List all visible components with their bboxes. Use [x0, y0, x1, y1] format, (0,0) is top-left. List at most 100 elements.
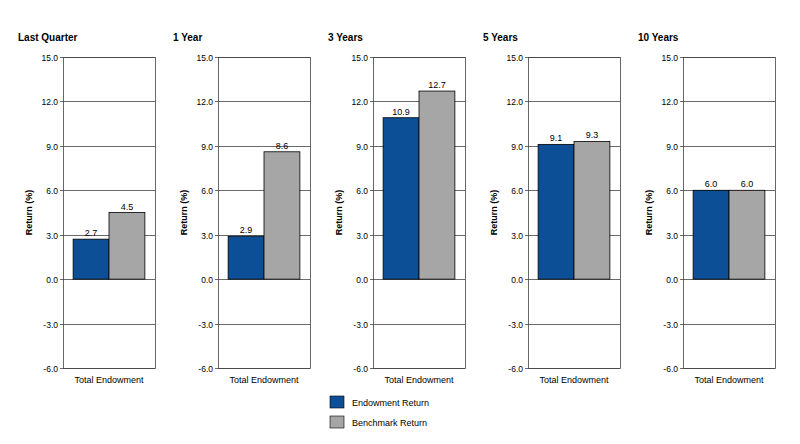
y-tick: [60, 324, 63, 325]
y-tick: [60, 146, 63, 147]
y-axis-label: Return (%): [644, 190, 654, 236]
data-labels: 9.1 9.3: [550, 130, 598, 143]
y-tick: [680, 235, 683, 236]
y-tick: [370, 101, 373, 102]
y-tick-label: -6.0: [663, 364, 678, 374]
y-tick: [370, 146, 373, 147]
bar: [419, 91, 455, 279]
bar: [693, 190, 729, 279]
grid-line: [528, 324, 620, 325]
y-tick-label: -6.0: [198, 364, 213, 374]
y-tick: [525, 101, 528, 102]
data-label: 9.1: [550, 133, 563, 143]
grid-line: [683, 101, 775, 102]
y-tick: [370, 368, 373, 369]
bar: [538, 144, 574, 279]
y-tick-label: -3.0: [353, 320, 368, 330]
y-tick-label: 3.0: [511, 231, 523, 241]
y-tick: [370, 279, 373, 280]
chart-title: 1 Year: [173, 32, 202, 43]
bar: [574, 141, 610, 279]
data-label: 2.9: [240, 225, 253, 235]
legend-label: Benchmark Return: [352, 418, 427, 428]
legend-swatch: [330, 416, 344, 428]
data-label: 4.5: [121, 202, 134, 212]
data-labels: 10.912.7: [392, 80, 445, 117]
bar: [729, 190, 765, 279]
y-tick-label: -3.0: [663, 320, 678, 330]
y-tick-label: 3.0: [201, 231, 213, 241]
x-tick-label: Total Endowment: [694, 375, 764, 385]
y-tick-label: 0.0: [46, 275, 58, 285]
y-tick-label: -6.0: [353, 364, 368, 374]
chart-panel: 1 YearReturn (%)-6.0-3.00.03.06.09.012.0…: [173, 32, 311, 385]
grid-line: [683, 146, 775, 147]
figure: Last Quarter Return (%) -6.0 -3.0 0.0 3.0 6.0 9…: [0, 0, 800, 444]
y-tick-label: 12.0: [351, 97, 368, 107]
y-axis-label: Return (%): [179, 190, 189, 236]
data-label: 9.3: [586, 130, 599, 140]
data-label: 12.7: [428, 80, 446, 90]
y-tick: [60, 235, 63, 236]
y-tick-label: 6.0: [356, 186, 368, 196]
bars: [228, 152, 300, 279]
data-labels: 2.9 8.6: [240, 141, 288, 235]
x-tick-label: Total Endowment: [74, 375, 144, 385]
y-tick: [525, 279, 528, 280]
y-tick: [680, 57, 683, 58]
y-tick-label: 9.0: [201, 142, 213, 152]
y-tick: [525, 57, 528, 58]
y-tick-label: 15.0: [661, 53, 678, 63]
plot-frame: [219, 58, 311, 369]
y-tick-label: 6.0: [46, 186, 58, 196]
bars: [693, 190, 765, 279]
chart-title: Last Quarter: [18, 32, 78, 43]
y-tick: [215, 368, 218, 369]
y-tick-label: 6.0: [511, 186, 523, 196]
data-label: 8.6: [276, 141, 289, 151]
y-tick: [680, 279, 683, 280]
y-tick: [680, 324, 683, 325]
grid-line: [63, 146, 155, 147]
y-tick-label: -3.0: [198, 320, 213, 330]
y-tick-label: 3.0: [666, 231, 678, 241]
y-tick-label: 3.0: [356, 231, 368, 241]
y-tick: [525, 324, 528, 325]
bar: [109, 213, 145, 280]
bars: [73, 213, 145, 280]
x-tick-label: Total Endowment: [384, 375, 454, 385]
bar: [383, 118, 419, 279]
y-tick-label: -3.0: [43, 320, 58, 330]
grid-line: [63, 324, 155, 325]
chart-panel: Last QuarterReturn (%)-6.0-3.00.03.06.09…: [18, 32, 156, 385]
chart-panel: 5 YearsReturn (%)-6.0-3.00.03.06.09.012.…: [483, 32, 621, 385]
y-tick: [60, 279, 63, 280]
y-tick-label: 15.0: [196, 53, 213, 63]
bars: [383, 91, 455, 279]
y-tick: [525, 146, 528, 147]
y-tick-label: 9.0: [666, 142, 678, 152]
bar: [228, 236, 264, 279]
grid-line: [63, 190, 155, 191]
y-tick: [215, 279, 218, 280]
y-tick-label: 15.0: [41, 53, 58, 63]
y-tick: [215, 101, 218, 102]
y-tick: [525, 368, 528, 369]
y-tick-label: 9.0: [46, 142, 58, 152]
y-tick: [60, 368, 63, 369]
y-tick-label: 12.0: [41, 97, 58, 107]
y-tick-label: 0.0: [201, 275, 213, 285]
y-tick: [60, 190, 63, 191]
legend: Endowment ReturnBenchmark Return: [330, 396, 429, 428]
plot-frame: [684, 58, 776, 369]
y-tick-label: 12.0: [506, 97, 523, 107]
y-tick: [680, 190, 683, 191]
y-tick: [370, 324, 373, 325]
y-tick-label: 15.0: [351, 53, 368, 63]
y-tick: [215, 190, 218, 191]
y-tick: [680, 146, 683, 147]
chart-panel: 10 YearsReturn (%)-6.0-3.00.03.06.09.012…: [638, 32, 776, 385]
data-label: 6.0: [705, 179, 718, 189]
grid-line: [63, 101, 155, 102]
y-axis-label: Return (%): [489, 190, 499, 236]
